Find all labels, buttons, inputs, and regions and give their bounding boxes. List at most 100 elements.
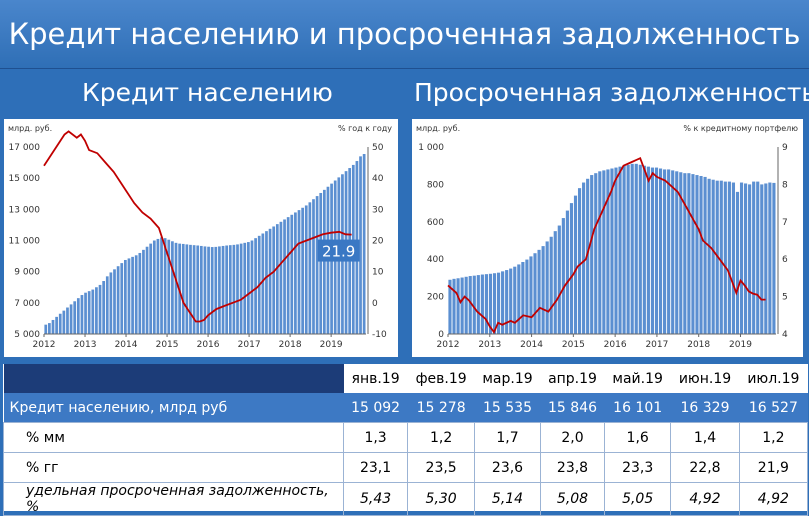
x-tick-label: 2015 bbox=[156, 340, 179, 350]
bar bbox=[480, 274, 484, 334]
table-cell: 5,43 bbox=[342, 482, 409, 516]
column-header: апр.19 bbox=[540, 364, 605, 393]
bar bbox=[315, 196, 319, 334]
bar bbox=[658, 168, 663, 334]
y-right-tick-label: 6 bbox=[782, 255, 788, 265]
bar bbox=[218, 246, 221, 334]
bar bbox=[319, 192, 323, 334]
bar bbox=[156, 238, 160, 334]
bar bbox=[618, 166, 622, 334]
x-tick-label: 2014 bbox=[115, 340, 138, 350]
table-cell: 5,05 bbox=[604, 482, 672, 516]
bar bbox=[735, 191, 740, 334]
table-cell: 23,1 bbox=[342, 452, 409, 483]
bar bbox=[533, 253, 537, 334]
y-right-tick-label: 5 bbox=[782, 293, 788, 303]
bar bbox=[553, 231, 557, 334]
bar bbox=[48, 323, 51, 334]
bar bbox=[683, 173, 687, 334]
y-left-tick-label: 17 000 bbox=[9, 143, 41, 153]
bar bbox=[537, 249, 541, 334]
bar bbox=[602, 170, 606, 335]
bar bbox=[476, 275, 480, 334]
bar bbox=[456, 278, 460, 334]
bar bbox=[565, 210, 569, 334]
x-tick-label: 2016 bbox=[197, 340, 220, 350]
bar bbox=[695, 175, 699, 334]
bar bbox=[561, 218, 565, 334]
table-cell: 5,14 bbox=[474, 482, 541, 516]
bar bbox=[174, 242, 178, 334]
y-right-tick-label: 50 bbox=[372, 143, 384, 153]
x-tick-label: 2018 bbox=[687, 340, 710, 350]
bar bbox=[610, 168, 614, 334]
y-right-tick-label: 30 bbox=[372, 205, 384, 215]
bar bbox=[80, 295, 84, 334]
bar bbox=[513, 266, 517, 334]
bar bbox=[109, 272, 113, 334]
bar bbox=[707, 178, 711, 334]
bar bbox=[95, 287, 98, 334]
y-right-tick-label: 20 bbox=[372, 237, 384, 247]
bar bbox=[772, 182, 776, 334]
bar bbox=[509, 268, 513, 334]
bar bbox=[228, 245, 232, 334]
bar bbox=[521, 262, 525, 334]
bar bbox=[247, 242, 250, 334]
bar bbox=[239, 243, 243, 334]
bar bbox=[569, 203, 574, 334]
bar bbox=[294, 212, 297, 334]
x-tick-label: 2012 bbox=[437, 340, 460, 350]
bar bbox=[529, 256, 533, 334]
table-cell: 1,2 bbox=[738, 422, 809, 453]
right-chart-heading: Просроченная задолженность bbox=[414, 78, 809, 107]
table-cell: 23,5 bbox=[407, 452, 476, 483]
bar bbox=[650, 167, 655, 334]
bar bbox=[460, 277, 464, 334]
bar bbox=[573, 195, 578, 334]
y-left-tick-label: 0 bbox=[438, 330, 444, 340]
table-cell: 1,6 bbox=[604, 422, 672, 453]
bar bbox=[496, 272, 501, 334]
bar bbox=[768, 182, 772, 334]
y-left-tick-label: 7 000 bbox=[14, 299, 40, 309]
table-row: удельная просроченная задолженность, % 5… bbox=[3, 482, 809, 516]
bar bbox=[62, 310, 66, 335]
bar bbox=[764, 183, 768, 334]
bar bbox=[663, 169, 667, 334]
y-right-tick-label: 8 bbox=[782, 180, 788, 190]
right-axis-unit: % год к году bbox=[338, 124, 392, 133]
row-label: Кредит населению, млрд руб bbox=[3, 393, 344, 423]
bar bbox=[484, 274, 488, 334]
bar bbox=[654, 167, 659, 334]
bar bbox=[614, 167, 618, 334]
page-title: Кредит населению и просроченная задолжен… bbox=[0, 0, 809, 69]
y-left-tick-label: 800 bbox=[427, 180, 444, 190]
x-tick-label: 2016 bbox=[604, 340, 627, 350]
bar bbox=[359, 156, 362, 334]
y-right-tick-label: 4 bbox=[782, 330, 788, 340]
bar bbox=[312, 199, 315, 334]
bar bbox=[731, 182, 736, 334]
bar bbox=[196, 245, 200, 334]
bar bbox=[630, 163, 634, 334]
bar bbox=[622, 165, 626, 334]
column-header: июн.19 bbox=[670, 364, 740, 393]
right-axis-unit: % к кредитному портфелю bbox=[683, 124, 798, 133]
bar bbox=[590, 175, 594, 334]
row-label: удельная просроченная задолженность, % bbox=[3, 482, 344, 516]
bar bbox=[719, 180, 723, 334]
bar bbox=[679, 172, 683, 334]
bar bbox=[236, 244, 239, 334]
bar bbox=[98, 284, 102, 334]
row-label: % мм bbox=[3, 422, 344, 453]
bar bbox=[606, 169, 610, 334]
bar bbox=[626, 164, 630, 334]
bar bbox=[598, 171, 602, 334]
bar bbox=[138, 252, 142, 334]
bar bbox=[221, 245, 225, 334]
column-header: июл.19 bbox=[739, 364, 808, 393]
bar bbox=[127, 258, 131, 334]
bar bbox=[131, 256, 134, 334]
